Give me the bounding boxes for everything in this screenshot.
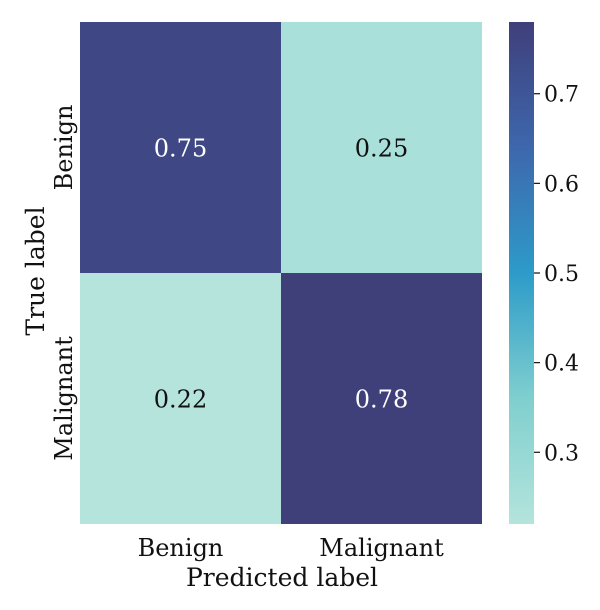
- heatmap-cell: [281, 22, 482, 273]
- y-tick-label: Benign: [50, 105, 78, 191]
- cell-value-label: 0.22: [154, 386, 207, 414]
- colorbar-tick-label: 0.4: [544, 352, 579, 377]
- y-axis-label: True label: [21, 206, 50, 335]
- heatmap-cell: [281, 273, 482, 524]
- colorbar-ticks: 0.3 0.4 0.5 0.6 0.7: [534, 83, 579, 466]
- cell-value-label: 0.75: [154, 135, 207, 163]
- colorbar: [509, 22, 534, 524]
- heatmap-cell-labels: 0.75 0.25 0.22 0.78: [154, 135, 408, 414]
- y-tick-label: Malignant: [50, 336, 78, 461]
- heatmap-cell: [80, 22, 281, 273]
- colorbar-tick-label: 0.5: [544, 262, 579, 287]
- x-tick-label: Malignant: [319, 534, 444, 562]
- colorbar-tick-label: 0.3: [544, 441, 579, 466]
- x-tick-label: Benign: [138, 534, 224, 562]
- heatmap-cell: [80, 273, 281, 524]
- colorbar-tick-label: 0.6: [544, 172, 579, 197]
- x-axis-label: Predicted label: [186, 563, 378, 592]
- y-axis-tick-labels: Benign Malignant: [50, 105, 78, 461]
- cell-value-label: 0.25: [355, 135, 408, 163]
- x-axis-tick-labels: Benign Malignant: [138, 534, 444, 562]
- colorbar-tick-label: 0.7: [544, 83, 579, 108]
- heatmap-cells: [80, 22, 482, 524]
- cell-value-label: 0.78: [355, 386, 408, 414]
